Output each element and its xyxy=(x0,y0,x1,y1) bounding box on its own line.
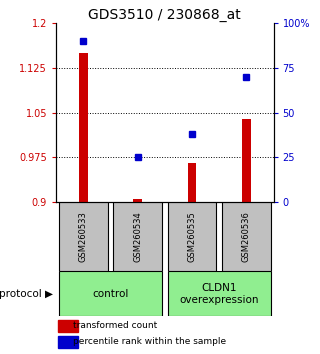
Bar xyxy=(168,272,271,316)
Text: GSM260534: GSM260534 xyxy=(133,211,142,262)
Bar xyxy=(222,202,271,272)
Bar xyxy=(79,53,88,202)
Bar xyxy=(188,164,196,202)
Text: GSM260533: GSM260533 xyxy=(79,211,88,262)
Bar xyxy=(58,336,78,348)
Bar xyxy=(58,320,78,332)
Bar xyxy=(242,119,251,202)
Text: protocol ▶: protocol ▶ xyxy=(0,289,53,299)
Bar xyxy=(113,202,162,272)
Text: transformed count: transformed count xyxy=(73,321,158,330)
Text: GSM260535: GSM260535 xyxy=(188,211,196,262)
Bar xyxy=(59,202,108,272)
Bar xyxy=(168,202,217,272)
Text: control: control xyxy=(92,289,129,299)
Bar xyxy=(133,199,142,202)
Bar xyxy=(59,272,162,316)
Text: percentile rank within the sample: percentile rank within the sample xyxy=(73,337,227,347)
Title: GDS3510 / 230868_at: GDS3510 / 230868_at xyxy=(88,8,241,22)
Text: CLDN1
overexpression: CLDN1 overexpression xyxy=(180,283,259,305)
Text: GSM260536: GSM260536 xyxy=(242,211,251,262)
